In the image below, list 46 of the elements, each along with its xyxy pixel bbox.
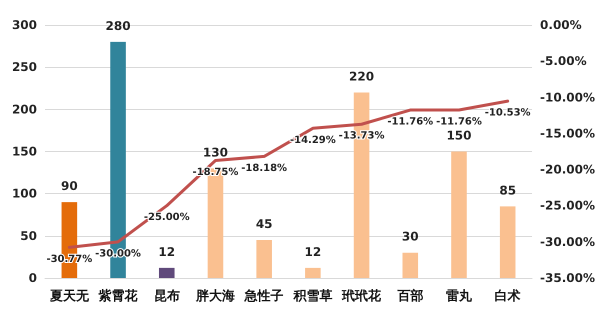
bar	[451, 152, 467, 278]
x-tick-label: 百部	[396, 288, 424, 304]
data-label: 280	[106, 18, 131, 33]
y-tick-label: 250	[12, 60, 37, 74]
y2-tick-label: -20.00%	[540, 162, 596, 177]
data-label: 12	[304, 244, 322, 259]
data-label: 150	[446, 128, 472, 142]
y2-tick-label: -15.00%	[540, 126, 596, 140]
data-label: 90	[61, 179, 78, 194]
y-tick-label: 150	[12, 144, 37, 158]
y2-tick-label: -5.00%	[540, 54, 587, 68]
x-tick-label: 玳玳花	[341, 289, 382, 304]
y-tick-label: 50	[20, 228, 37, 243]
data-label: -18.18%	[241, 162, 288, 174]
bar	[500, 206, 516, 278]
x-tick-label: 雷丸	[446, 289, 473, 304]
data-label: 220	[349, 69, 374, 84]
bar	[305, 268, 321, 278]
data-label: 12	[158, 244, 176, 259]
y-tick-label: 300	[12, 18, 37, 32]
x-tick-label: 白术	[494, 289, 521, 304]
data-label: -11.76%	[387, 116, 434, 128]
x-tick-label: 胖大海	[194, 289, 235, 304]
data-label: 45	[256, 217, 273, 232]
y2-tick-label: -10.00%	[540, 90, 596, 104]
bar	[402, 252, 418, 278]
data-label: 30	[402, 230, 419, 244]
y-tick-label: 200	[12, 102, 37, 116]
data-label: 85	[499, 183, 516, 198]
x-tick-label: 紫霄花	[98, 288, 139, 304]
y-tick-label: 100	[12, 186, 37, 201]
x-tick-label: 急性子	[244, 289, 284, 304]
data-label: -11.76%	[436, 116, 482, 128]
bar	[256, 240, 272, 278]
data-label: -10.53%	[484, 108, 531, 119]
y-tick-label: 0	[28, 271, 37, 285]
y2-tick-label: -30.00%	[540, 234, 596, 249]
bar	[158, 268, 175, 278]
x-tick-label: 积雪草	[292, 289, 332, 304]
y2-tick-label: 0.00%	[540, 18, 582, 32]
x-tick-label: 夏天无	[48, 289, 90, 304]
y2-tick-label: -35.00%	[540, 271, 596, 285]
data-label: -13.73%	[338, 130, 384, 142]
x-tick-label: 昆布	[154, 289, 180, 304]
y2-tick-label: -25.00%	[540, 198, 596, 213]
data-label: 130	[202, 145, 228, 160]
